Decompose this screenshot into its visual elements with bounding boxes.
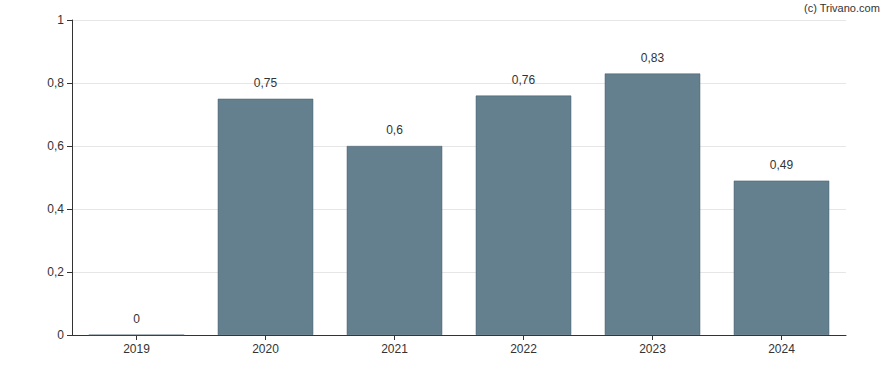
svg-text:0,6: 0,6 — [47, 139, 64, 153]
svg-text:0,49: 0,49 — [770, 158, 794, 172]
svg-text:1: 1 — [57, 13, 64, 27]
svg-text:2024: 2024 — [768, 342, 795, 356]
svg-text:0,76: 0,76 — [512, 73, 536, 87]
svg-text:0,4: 0,4 — [47, 202, 64, 216]
svg-text:2020: 2020 — [252, 342, 279, 356]
svg-text:0,6: 0,6 — [386, 123, 403, 137]
svg-text:0,8: 0,8 — [47, 76, 64, 90]
svg-text:0,75: 0,75 — [254, 76, 278, 90]
svg-text:2022: 2022 — [510, 342, 537, 356]
svg-text:0: 0 — [57, 328, 64, 342]
svg-text:2019: 2019 — [123, 342, 150, 356]
svg-text:0,2: 0,2 — [47, 265, 64, 279]
svg-text:0,83: 0,83 — [641, 51, 665, 65]
svg-text:2023: 2023 — [639, 342, 666, 356]
svg-text:(c) Trivano.com: (c) Trivano.com — [804, 2, 880, 14]
svg-text:2021: 2021 — [381, 342, 408, 356]
svg-text:0: 0 — [133, 312, 140, 326]
